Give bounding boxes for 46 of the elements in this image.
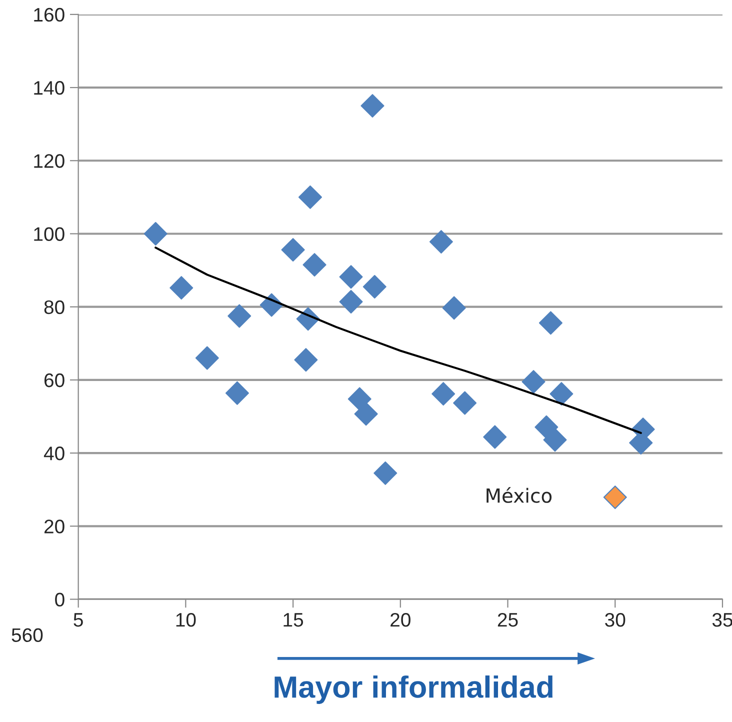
point bbox=[339, 265, 363, 289]
point bbox=[298, 185, 322, 209]
y-tick-label: 160 bbox=[34, 8, 64, 22]
x-tick-label: 25 bbox=[498, 612, 518, 627]
point bbox=[534, 415, 558, 439]
y-tick-label: 60 bbox=[44, 373, 64, 388]
y-tick-label: 0 bbox=[55, 592, 64, 606]
point bbox=[339, 290, 363, 314]
y-tick-label: 40 bbox=[44, 446, 64, 460]
point bbox=[432, 382, 456, 406]
y-tick-label: 140 bbox=[34, 81, 64, 95]
text: México bbox=[486, 487, 552, 503]
point bbox=[442, 296, 466, 320]
point bbox=[144, 222, 168, 246]
point bbox=[294, 348, 318, 372]
y-tick-label: 80 bbox=[44, 300, 64, 314]
y-tick-label: 20 bbox=[44, 520, 64, 534]
point bbox=[354, 402, 378, 426]
x-tick-label: 30 bbox=[605, 612, 626, 627]
point bbox=[453, 391, 477, 415]
point bbox=[360, 94, 384, 118]
x-tick-label: 10 bbox=[176, 612, 196, 627]
x-tick-label: 15 bbox=[284, 613, 304, 627]
point bbox=[522, 370, 546, 394]
y-tick-label: 120 bbox=[34, 154, 64, 168]
point bbox=[302, 253, 326, 277]
point bbox=[483, 425, 507, 449]
x-axis-title: Mayor informalidad bbox=[274, 675, 552, 704]
point bbox=[228, 304, 252, 328]
point bbox=[374, 461, 398, 485]
x-tick-label: 35 bbox=[712, 612, 732, 627]
point bbox=[550, 382, 574, 406]
point bbox=[225, 381, 249, 405]
point bbox=[348, 387, 372, 411]
point bbox=[362, 274, 386, 298]
x-tick-label: 5 bbox=[74, 613, 83, 627]
point bbox=[429, 230, 453, 254]
point bbox=[281, 238, 305, 262]
y-tick-label: 100 bbox=[34, 227, 64, 241]
point bbox=[543, 428, 567, 452]
point bbox=[195, 346, 219, 370]
text: 560 bbox=[12, 628, 43, 642]
x-tick-label: 20 bbox=[390, 612, 410, 627]
point bbox=[538, 311, 562, 335]
point bbox=[170, 276, 194, 300]
point bbox=[603, 486, 627, 510]
